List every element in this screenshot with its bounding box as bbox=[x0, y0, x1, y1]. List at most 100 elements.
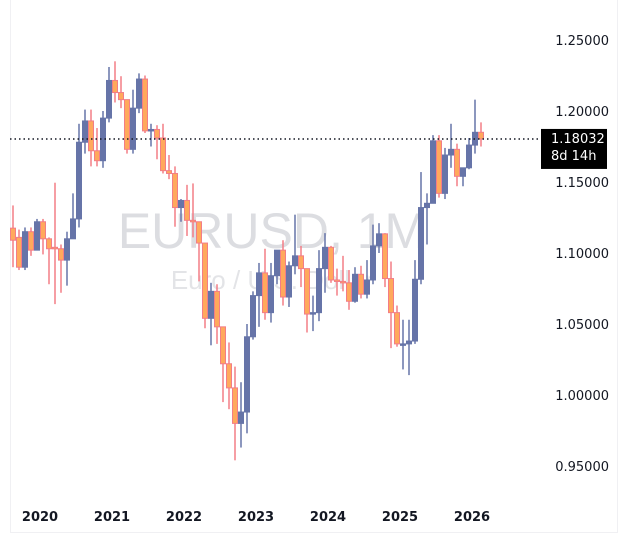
candle-down[interactable] bbox=[220, 326, 226, 365]
candle-down[interactable] bbox=[58, 248, 64, 261]
candle-up[interactable] bbox=[442, 154, 448, 194]
price-tick-label: 1.15000 bbox=[555, 176, 609, 191]
last-price-value: 1.18032 bbox=[551, 132, 605, 147]
candle-up[interactable] bbox=[238, 411, 244, 424]
watermark-symbol: EURUSD, 1M bbox=[118, 203, 426, 259]
price-tick-label: 1.00000 bbox=[555, 389, 609, 404]
candle-up[interactable] bbox=[106, 79, 112, 119]
candle-down[interactable] bbox=[94, 150, 100, 162]
candle-up[interactable] bbox=[412, 278, 418, 342]
candle-up[interactable] bbox=[376, 233, 382, 247]
candle-down[interactable] bbox=[436, 140, 442, 194]
candle-down[interactable] bbox=[280, 249, 286, 298]
candle-down[interactable] bbox=[172, 172, 178, 209]
bar-countdown: 8d 14h bbox=[551, 149, 596, 164]
candle-up[interactable] bbox=[130, 107, 136, 150]
year-tick-label: 2022 bbox=[166, 510, 202, 525]
candle-up[interactable] bbox=[430, 140, 436, 204]
candle-up[interactable] bbox=[76, 141, 82, 220]
price-tick-label: 1.20000 bbox=[555, 105, 609, 120]
candle-down[interactable] bbox=[154, 128, 160, 139]
candle-up[interactable] bbox=[274, 249, 280, 277]
candle-down[interactable] bbox=[346, 282, 352, 302]
candle-down[interactable] bbox=[202, 242, 208, 319]
last-price-badge: 1.18032 8d 14h bbox=[541, 128, 607, 169]
candle-up[interactable] bbox=[364, 279, 370, 295]
candle-down[interactable] bbox=[334, 279, 340, 282]
candle-down[interactable] bbox=[196, 221, 202, 244]
candle-down[interactable] bbox=[328, 246, 334, 281]
candle-down[interactable] bbox=[190, 219, 196, 223]
candle-up[interactable] bbox=[82, 120, 88, 143]
candle-down[interactable] bbox=[28, 231, 34, 251]
price-tick-label: 0.95000 bbox=[555, 460, 609, 475]
candle-down[interactable] bbox=[388, 278, 394, 314]
candle-down[interactable] bbox=[478, 131, 484, 140]
year-tick-label: 2025 bbox=[382, 510, 418, 525]
candle-up[interactable] bbox=[244, 336, 250, 413]
candle-up[interactable] bbox=[22, 231, 28, 268]
candle-up[interactable] bbox=[70, 218, 76, 240]
candle-down[interactable] bbox=[382, 233, 388, 280]
candle-up[interactable] bbox=[34, 221, 40, 251]
candle-up[interactable] bbox=[148, 128, 154, 132]
candle-down[interactable] bbox=[46, 238, 52, 250]
price-tick-label: 1.05000 bbox=[555, 318, 609, 333]
candle-up[interactable] bbox=[316, 268, 322, 314]
candle-down[interactable] bbox=[160, 137, 166, 172]
candle-up[interactable] bbox=[208, 290, 214, 319]
candle-down[interactable] bbox=[262, 272, 268, 314]
candle-up[interactable] bbox=[400, 343, 406, 346]
candle-down[interactable] bbox=[88, 120, 94, 152]
year-tick-label: 2023 bbox=[238, 510, 274, 525]
candle-down[interactable] bbox=[304, 268, 310, 315]
candle-up[interactable] bbox=[406, 340, 412, 345]
year-tick-label: 2021 bbox=[94, 510, 130, 525]
candle-down[interactable] bbox=[112, 79, 118, 94]
year-tick-label: 2026 bbox=[454, 510, 490, 525]
time-axis[interactable]: 2020 2021 2022 2023 2024 2025 2026 bbox=[22, 510, 490, 525]
badge-background bbox=[541, 128, 607, 169]
candle-down[interactable] bbox=[340, 280, 346, 284]
candle-down[interactable] bbox=[214, 290, 220, 328]
candle-down[interactable] bbox=[454, 148, 460, 177]
candle-up[interactable] bbox=[256, 272, 262, 297]
candle-up[interactable] bbox=[64, 238, 70, 261]
candle-up[interactable] bbox=[424, 202, 430, 209]
candle-down[interactable] bbox=[232, 387, 238, 424]
candle-down[interactable] bbox=[298, 255, 304, 270]
candles-layer bbox=[10, 61, 484, 461]
candle-up[interactable] bbox=[292, 255, 298, 267]
price-tick-label: 1.10000 bbox=[555, 247, 609, 262]
candle-down[interactable] bbox=[358, 273, 364, 295]
candle-down[interactable] bbox=[184, 199, 190, 221]
candle-down[interactable] bbox=[226, 363, 232, 389]
candle-up[interactable] bbox=[448, 148, 454, 156]
candle-up[interactable] bbox=[268, 275, 274, 314]
price-tick-label: 1.25000 bbox=[555, 34, 609, 49]
candle-down[interactable] bbox=[394, 312, 400, 345]
candle-up[interactable] bbox=[310, 312, 316, 315]
candle-down[interactable] bbox=[10, 227, 16, 241]
candle-up[interactable] bbox=[460, 167, 466, 177]
candle-up[interactable] bbox=[136, 78, 142, 109]
candle-up[interactable] bbox=[370, 245, 376, 281]
price-axis[interactable]: 1.25000 1.20000 1.15000 1.10000 1.05000 1.000… bbox=[555, 34, 609, 475]
candle-up[interactable] bbox=[418, 207, 424, 280]
year-tick-label: 2020 bbox=[22, 510, 58, 525]
candle-down[interactable] bbox=[52, 246, 58, 250]
candle-up[interactable] bbox=[466, 144, 472, 169]
candle-up[interactable] bbox=[286, 265, 292, 298]
year-tick-label: 2024 bbox=[310, 510, 346, 525]
candle-down[interactable] bbox=[166, 170, 172, 174]
candle-up[interactable] bbox=[322, 246, 328, 270]
candle-up[interactable] bbox=[352, 273, 358, 302]
candle-down[interactable] bbox=[124, 99, 130, 150]
candle-down[interactable] bbox=[118, 92, 124, 101]
candle-up[interactable] bbox=[178, 199, 184, 209]
candle-down[interactable] bbox=[142, 78, 148, 132]
candle-down[interactable] bbox=[16, 236, 22, 268]
candle-up[interactable] bbox=[250, 295, 256, 338]
candle-down[interactable] bbox=[40, 221, 46, 240]
